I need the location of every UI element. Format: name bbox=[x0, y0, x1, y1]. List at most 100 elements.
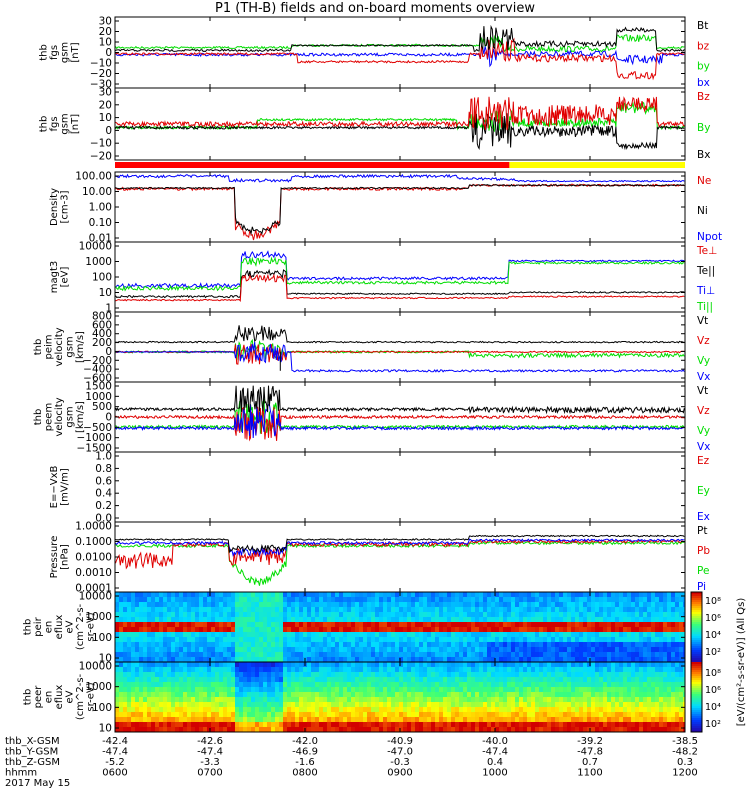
svg-text:en: en bbox=[44, 691, 55, 704]
panel-peem_velocity-series-1 bbox=[115, 406, 685, 442]
panel-efield-ytick-label: 1.0 bbox=[95, 451, 112, 463]
panel-peim_velocity-frame bbox=[114, 311, 686, 383]
svg-text:Pressure: Pressure bbox=[49, 536, 60, 579]
panel-temperature-series-3 bbox=[115, 273, 685, 303]
panel-fgs_gsm_zoom-series-2 bbox=[115, 96, 685, 131]
xaxis-value: -3.3 bbox=[200, 757, 220, 768]
panel-fgs_gsm_zoom-legend-bz: Bz bbox=[697, 91, 710, 103]
panel-temperature-series-1 bbox=[115, 256, 685, 292]
xaxis-value: -46.9 bbox=[292, 747, 318, 758]
svg-text:peer: peer bbox=[33, 685, 44, 709]
panel-temperature-legend-te: Te⊥ bbox=[696, 245, 717, 257]
panel-fgs_gsm-ytick-label: 20 bbox=[99, 26, 112, 38]
panel-density-legend-ne: Ne bbox=[697, 175, 711, 187]
panel-efield-frame bbox=[114, 451, 686, 523]
xaxis-row-label: thb_X-GSM bbox=[5, 736, 60, 747]
panel-fgs_gsm-ytick-label: 30 bbox=[99, 16, 112, 28]
panel-density-legend-ni: Ni bbox=[697, 205, 708, 217]
panel-peem_velocity-ytick-label: −1500 bbox=[76, 443, 112, 455]
panel-pressure-ytick-label: 0.0010 bbox=[75, 567, 112, 579]
xaxis-date: 2017 May 15 bbox=[5, 778, 70, 789]
panel-temperature-series-0 bbox=[115, 250, 685, 289]
panel-pressure-legend-pt: Pt bbox=[697, 525, 707, 537]
svg-text:fgs: fgs bbox=[49, 116, 60, 131]
panel-pressure-legend-pb: Pb bbox=[697, 545, 710, 557]
svg-text:eflux: eflux bbox=[54, 615, 65, 640]
panel-peir_spec-ytick-label: 10 bbox=[99, 653, 112, 665]
panel-density-ytick-label: 0.01 bbox=[89, 233, 112, 245]
colorbar-label: [eV/(cm²-s-sr-eV)] (All Qs) bbox=[736, 598, 747, 727]
xaxis-value: -47.4 bbox=[102, 747, 128, 758]
svg-text:en: en bbox=[44, 621, 55, 634]
panel-efield-ylabel: E=−VxB [mV/m] bbox=[49, 466, 71, 509]
panel-peim_velocity-ytick-label: 400 bbox=[92, 328, 112, 340]
svg-text:thb: thb bbox=[38, 116, 49, 133]
panel-pressure-ytick-label: 0.0001 bbox=[75, 583, 112, 595]
panel-peir_spec-ytick-label: 10000 bbox=[79, 591, 112, 603]
panel-fgs_gsm-ytick-label: 10 bbox=[99, 37, 112, 49]
panel-efield-ytick-label: 0.8 bbox=[95, 463, 112, 475]
colorbar bbox=[691, 592, 702, 733]
panel-peim_velocity-legend-vz: Vz bbox=[697, 335, 710, 347]
panel-temperature-ytick-label: 10 bbox=[99, 287, 112, 299]
panel-peir_spec-ylabel: thb peir en eflux eV (cm^2-s-sr-eV) bbox=[23, 603, 97, 650]
panel-peim_velocity-legend-vx: Vx bbox=[697, 371, 710, 383]
panel-peem_velocity-ytick-label: 0 bbox=[105, 412, 112, 424]
panel-fgs_gsm-legend-bx: bx bbox=[697, 77, 710, 89]
panel-fgs_gsm-legend-bz: bz bbox=[697, 40, 710, 52]
panel-pressure-legend-pe: Pe bbox=[697, 565, 709, 577]
svg-text:thb: thb bbox=[33, 339, 44, 356]
panel-efield-ytick-label: 0.2 bbox=[95, 500, 112, 512]
svg-text:(cm^2-s-: (cm^2-s- bbox=[75, 673, 86, 720]
xaxis-value: 0600 bbox=[102, 768, 127, 779]
svg-text:E=−VxB: E=−VxB bbox=[49, 466, 60, 509]
svg-text:gsm: gsm bbox=[59, 113, 70, 134]
svg-text:(cm^2-s-: (cm^2-s- bbox=[75, 603, 86, 650]
xaxis-value: 0700 bbox=[197, 768, 222, 779]
svg-text:gsm: gsm bbox=[65, 336, 76, 357]
panel-density-series-1 bbox=[115, 183, 685, 241]
panel-efield-legend-ey: Ey bbox=[697, 485, 710, 497]
panel-peim_velocity-legend-vt: Vt bbox=[697, 315, 708, 327]
panel-peem_velocity-frame bbox=[114, 381, 686, 453]
svg-text:sr-eV): sr-eV) bbox=[86, 612, 97, 641]
mode-bar-yellow bbox=[509, 162, 685, 168]
panel-temperature-ytick-label: 1 bbox=[105, 303, 112, 315]
xaxis-value: -42.4 bbox=[102, 736, 128, 747]
xaxis-value: 0800 bbox=[292, 768, 317, 779]
xaxis-value: -48.2 bbox=[672, 747, 698, 758]
panel-peem_velocity-ytick-label: −500 bbox=[83, 422, 112, 434]
colorbar-lower-tick: 10⁴ bbox=[705, 702, 721, 713]
panel-peer_spec-ytick-label: 1000 bbox=[85, 681, 112, 693]
panel-peim_velocity-ytick-label: 200 bbox=[92, 337, 112, 349]
colorbar-lower-tick: 10⁶ bbox=[705, 685, 721, 696]
panel-efield-legend-ex: Ex bbox=[697, 511, 710, 523]
svg-text:thb: thb bbox=[38, 44, 49, 61]
panel-density-ylabel: Density [cm-3] bbox=[49, 188, 71, 226]
svg-text:[mV/m]: [mV/m] bbox=[59, 468, 70, 506]
panel-fgs_gsm_zoom-ytick-label: 10 bbox=[99, 112, 112, 124]
panel-peim_velocity-ylabel: thb peim velocity gsm [km/s] bbox=[33, 327, 86, 366]
svg-text:[eV]: [eV] bbox=[59, 267, 70, 288]
svg-text:[cm-3]: [cm-3] bbox=[59, 190, 70, 223]
panel-density-ytick-label: 100.00 bbox=[75, 171, 112, 183]
svg-text:[nT]: [nT] bbox=[70, 42, 81, 62]
mode-bar-red bbox=[115, 162, 510, 168]
panel-peim_velocity-series-3 bbox=[115, 341, 685, 373]
panel-pressure-series-1 bbox=[115, 539, 685, 570]
xaxis-value: -39.2 bbox=[577, 736, 603, 747]
panel-peem_velocity-ytick-label: 1000 bbox=[85, 391, 112, 403]
panel-peem_velocity-ytick-label: 1500 bbox=[85, 381, 112, 393]
xaxis-value: -1.6 bbox=[295, 757, 315, 768]
svg-text:magt3: magt3 bbox=[49, 261, 60, 294]
colorbar-lower-tick: 10² bbox=[705, 719, 721, 730]
panel-peem_velocity-series-3 bbox=[115, 385, 685, 415]
svg-text:peir: peir bbox=[33, 616, 44, 636]
xaxis-value: -38.5 bbox=[672, 736, 698, 747]
panel-peim_velocity-ytick-label: 0 bbox=[105, 346, 112, 358]
colorbar-upper-tick: 10⁸ bbox=[705, 596, 721, 607]
panel-peer_spec-heatmap bbox=[115, 662, 685, 732]
panel-pressure-frame bbox=[114, 521, 686, 593]
panel-density-ytick-label: 1.00 bbox=[89, 202, 112, 214]
panel-peir_spec-ytick-label: 1000 bbox=[85, 611, 112, 623]
